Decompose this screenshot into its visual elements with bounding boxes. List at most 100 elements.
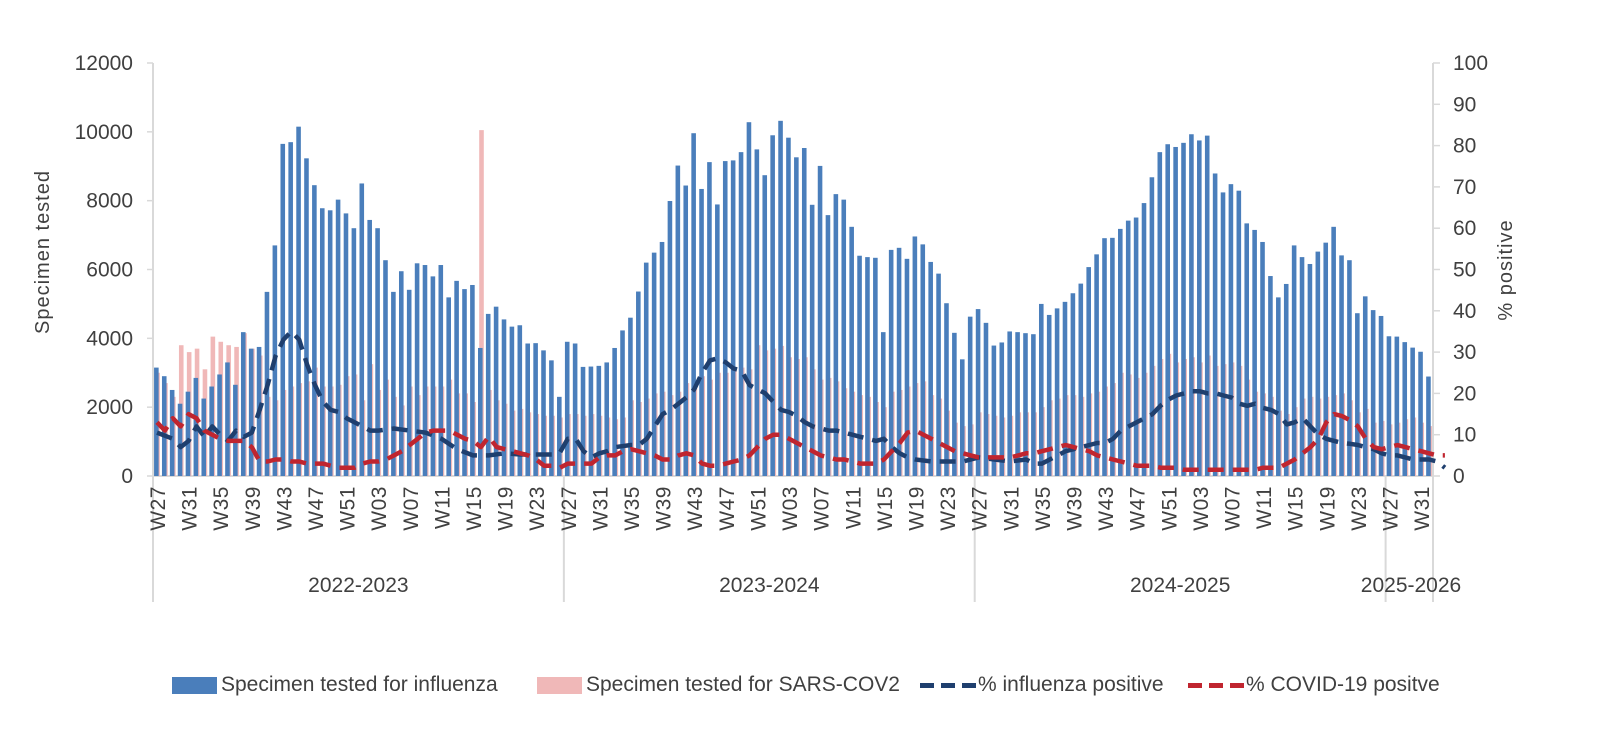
bar-flu — [470, 284, 475, 476]
x-tick-label: W35 — [210, 486, 233, 531]
bar-covid — [479, 130, 484, 477]
x-tick-label: W11 — [842, 486, 865, 529]
bar-flu — [391, 291, 396, 476]
bar-flu — [1426, 376, 1431, 476]
bar-flu — [801, 148, 807, 477]
legend-label-covid-bars: Specimen tested for SARS-COV2 — [586, 673, 900, 696]
bar-flu — [1078, 283, 1084, 476]
bar-flu — [604, 362, 610, 476]
bar-flu — [1418, 351, 1423, 476]
bar-flu — [596, 365, 602, 476]
y-tick-label-left: 0 — [121, 465, 133, 488]
bar-flu — [1331, 226, 1336, 476]
legend-label-flu-line: % influenza positive — [978, 673, 1164, 696]
bar-flu — [1236, 190, 1242, 476]
bar-flu — [1102, 238, 1107, 476]
bar-flu — [959, 359, 965, 476]
bar-flu — [383, 260, 388, 476]
bar-flu — [493, 306, 499, 476]
bar-flu — [730, 160, 736, 476]
x-tick-label: W03 — [779, 486, 802, 531]
y-tick-label-right: 80 — [1453, 135, 1476, 158]
bar-flu — [1141, 203, 1147, 476]
y-tick-label-left: 8000 — [86, 190, 133, 213]
bar-flu — [967, 316, 973, 476]
bar-flu — [865, 257, 870, 476]
bar-flu — [209, 386, 214, 476]
x-tick-label: W11 — [1253, 486, 1276, 529]
bar-flu — [1181, 142, 1186, 476]
bar-flu — [462, 289, 467, 476]
legend-item-covid-line: % COVID-19 positve — [1188, 670, 1440, 700]
bar-flu — [612, 347, 617, 476]
bar-flu — [1394, 336, 1400, 476]
legend-swatch-covid-bars — [537, 676, 582, 694]
bar-flu — [873, 257, 878, 476]
y-tick-label-right: 30 — [1453, 341, 1476, 364]
bar-flu — [343, 213, 349, 477]
y-tick-label-right: 10 — [1453, 424, 1476, 447]
bar-flu — [975, 309, 981, 476]
legend-item-flu-line: % influenza positive — [920, 670, 1164, 700]
x-tick-label: W07 — [811, 486, 834, 531]
bar-flu — [351, 228, 357, 476]
bar-flu — [335, 199, 341, 477]
bar-flu — [1031, 334, 1036, 476]
x-tick-label: W03 — [1190, 486, 1213, 531]
bar-flu — [248, 348, 254, 476]
bar-flu — [1307, 263, 1313, 476]
x-tick-label: W19 — [906, 486, 929, 531]
bar-flu — [778, 120, 783, 476]
bar-flu — [944, 303, 949, 476]
x-tick-label: W51 — [747, 486, 770, 531]
axes — [147, 62, 1440, 602]
bar-flu — [525, 343, 530, 476]
bar-flu — [1220, 192, 1226, 476]
x-tick-label: W15 — [874, 486, 897, 531]
bar-flu — [754, 149, 760, 476]
y-tick-label-right: 50 — [1453, 259, 1476, 282]
x-tick-label: W15 — [463, 486, 486, 531]
bar-flu — [1370, 310, 1376, 476]
x-tick-label: W47 — [1127, 486, 1150, 531]
legend-swatch-covid-line — [1188, 682, 1244, 688]
bar-flu — [620, 330, 625, 476]
x-tick-label: W43 — [684, 486, 707, 531]
x-tick-label: W39 — [242, 486, 265, 531]
bar-flu — [1212, 173, 1218, 477]
bar-flu — [557, 396, 562, 476]
x-tick-label: W47 — [716, 486, 739, 531]
x-tick-label: W39 — [1064, 486, 1087, 531]
legend-item-covid-bars: Specimen tested for SARS-COV2 — [537, 670, 900, 700]
season-label: 2022-2023 — [308, 574, 408, 597]
bar-flu — [651, 252, 657, 476]
bar-flu — [1110, 237, 1115, 476]
bar-flu — [1197, 140, 1202, 476]
bar-flu — [786, 137, 791, 476]
bar-flu — [549, 360, 554, 476]
bar-flu — [857, 255, 862, 476]
bar-flu — [849, 226, 854, 476]
y-tick-label-right: 40 — [1453, 300, 1476, 323]
bar-flu — [667, 201, 673, 476]
bar-flu — [185, 391, 191, 476]
bar-flu — [1007, 331, 1012, 476]
bar-flu — [327, 210, 333, 476]
bar-flu — [1378, 315, 1384, 476]
legend-item-flu-bars: Specimen tested for influenza — [172, 670, 498, 700]
bar-flu — [572, 343, 578, 476]
bar-flu — [319, 208, 325, 476]
flu-bars-series — [154, 120, 1431, 477]
bar-flu — [225, 362, 230, 476]
bar-flu — [1173, 146, 1178, 476]
bar-flu — [240, 332, 246, 476]
bar-flu — [280, 143, 286, 477]
legend: Specimen tested for influenza Specimen t… — [172, 670, 1472, 700]
bar-flu — [1315, 251, 1321, 476]
bar-flu — [636, 291, 641, 476]
bar-flu — [1054, 308, 1060, 476]
legend-swatch-flu-bars — [172, 676, 217, 694]
bar-flu — [715, 204, 720, 476]
bar-flu — [1386, 336, 1392, 476]
legend-label-flu-bars: Specimen tested for influenza — [221, 673, 498, 696]
